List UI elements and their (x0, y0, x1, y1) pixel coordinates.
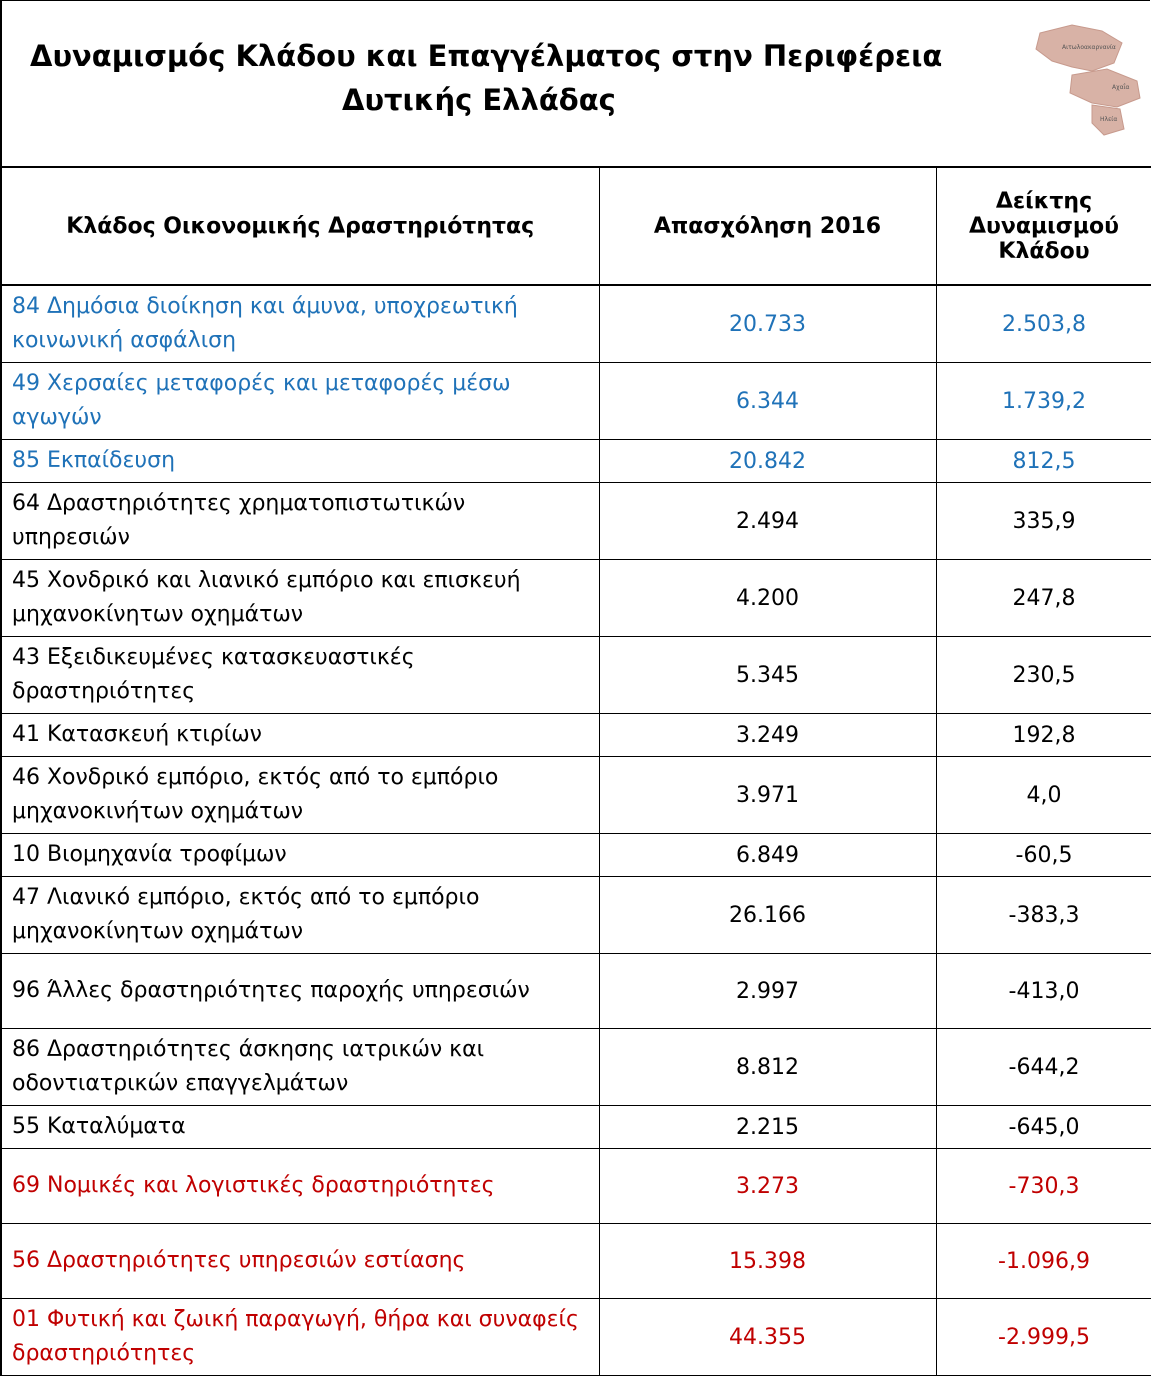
table-row: 46 Χονδρικό εμπόριο, εκτός από το εμπόρι… (0, 756, 1151, 834)
cell-label: 47 Λιανικό εμπόριο, εκτός από το εμπόριο… (0, 876, 600, 954)
cell-label: 69 Νομικές και λογιστικές δραστηριότητες (0, 1148, 600, 1224)
cell-label: 56 Δραστηριότητες υπηρεσιών εστίασης (0, 1223, 600, 1299)
cell-value: 2.494 (598, 482, 937, 560)
cell-label: 84 Δημόσια διοίκηση και άμυνα, υποχρεωτι… (0, 284, 600, 363)
cell-value: 247,8 (935, 559, 1151, 637)
cell-label: 96 Άλλες δραστηριότητες παροχής υπηρεσιώ… (0, 953, 600, 1029)
cell-value: 26.166 (598, 876, 937, 954)
cell-value: 5.345 (598, 636, 937, 714)
map-label: Αχαΐα (1112, 83, 1130, 91)
cell-label: 45 Χονδρικό και λιανικό εμπόριο και επισ… (0, 559, 600, 637)
cell-value: -383,3 (935, 876, 1151, 954)
cell-value: 3.249 (598, 713, 937, 757)
cell-value: 15.398 (598, 1223, 937, 1299)
table-row: 86 Δραστηριότητες άσκησης ιατρικών και ο… (0, 1028, 1151, 1106)
cell-value: 192,8 (935, 713, 1151, 757)
cell-value: 1.739,2 (935, 362, 1151, 440)
cell-value: -60,5 (935, 833, 1151, 877)
cell-label: 43 Εξειδικευμένες κατασκευαστικές δραστη… (0, 636, 600, 714)
table-row: 69 Νομικές και λογιστικές δραστηριότητες… (0, 1148, 1151, 1224)
cell-value: 8.812 (598, 1028, 937, 1106)
table: Κλάδος Οικονομικής Δραστηριότητας Απασχόλ… (0, 166, 1151, 1376)
title-box: Δυναμισμός Κλάδου και Επαγγέλματος στην … (0, 0, 1150, 166)
cell-label: 41 Κατασκευή κτιρίων (0, 713, 600, 757)
cell-value: 2.997 (598, 953, 937, 1029)
table-row: 49 Χερσαίες μεταφορές και μεταφορές μέσω… (0, 362, 1151, 440)
cell-label: 01 Φυτική και ζωική παραγωγή, θήρα και σ… (0, 1298, 600, 1376)
cell-label: 10 Βιομηχανία τροφίμων (0, 833, 600, 877)
cell-value: 812,5 (935, 439, 1151, 483)
cell-label: 64 Δραστηριότητες χρηματοπιστωτικών υπηρ… (0, 482, 600, 560)
cell-value: -413,0 (935, 953, 1151, 1029)
cell-value: 2.215 (598, 1105, 937, 1149)
column-header: Δείκτης Δυναμισμού Κλάδου (935, 166, 1151, 286)
table-row: 96 Άλλες δραστηριότητες παροχής υπηρεσιώ… (0, 953, 1151, 1029)
table-row: 85 Εκπαίδευση 20.842 812,5 (0, 439, 1151, 483)
cell-value: 4,0 (935, 756, 1151, 834)
cell-value: -1.096,9 (935, 1223, 1151, 1299)
cell-label: 85 Εκπαίδευση (0, 439, 600, 483)
cell-value: 6.344 (598, 362, 937, 440)
cell-value: -730,3 (935, 1148, 1151, 1224)
table-row: 56 Δραστηριότητες υπηρεσιών εστίασης 15.3… (0, 1223, 1151, 1299)
map-label: Ηλεία (1100, 116, 1117, 123)
table-row: 01 Φυτική και ζωική παραγωγή, θήρα και σ… (0, 1298, 1151, 1376)
table-row: 55 Καταλύματα 2.215 -645,0 (0, 1105, 1151, 1149)
cell-value: 230,5 (935, 636, 1151, 714)
cell-label: 86 Δραστηριότητες άσκησης ιατρικών και ο… (0, 1028, 600, 1106)
table-row: 43 Εξειδικευμένες κατασκευαστικές δραστη… (0, 636, 1151, 714)
table-row: 64 Δραστηριότητες χρηματοπιστωτικών υπηρ… (0, 482, 1151, 560)
table-row: 47 Λιανικό εμπόριο, εκτός από το εμπόριο… (0, 876, 1151, 954)
cell-label: 55 Καταλύματα (0, 1105, 600, 1149)
cell-label: 46 Χονδρικό εμπόριο, εκτός από το εμπόρι… (0, 756, 600, 834)
column-header: Κλάδος Οικονομικής Δραστηριότητας (0, 166, 600, 286)
table-row: 41 Κατασκευή κτιρίων 3.249 192,8 (0, 713, 1151, 757)
cell-value: 335,9 (935, 482, 1151, 560)
header-row: Κλάδος Οικονομικής Δραστηριότητας Απασχόλ… (0, 166, 1151, 286)
cell-value: 20.842 (598, 439, 937, 483)
title: Δυναμισμός Κλάδου και Επαγγέλματος στην … (30, 39, 943, 73)
map-icon: Αιτωλοακαρνανία Αχαΐα Ηλεία (1035, 24, 1141, 136)
map-label: Αιτωλοακαρνανία (1062, 44, 1116, 51)
cell-value: 4.200 (598, 559, 937, 637)
cell-value: 20.733 (598, 284, 937, 363)
table-row: 10 Βιομηχανία τροφίμων 6.849 -60,5 (0, 833, 1151, 877)
column-header: Απασχόληση 2016 (598, 166, 937, 286)
table-row: 45 Χονδρικό και λιανικό εμπόριο και επισ… (0, 559, 1151, 637)
cell-value: -645,0 (935, 1105, 1151, 1149)
cell-value: -2.999,5 (935, 1298, 1151, 1376)
cell-value: -644,2 (935, 1028, 1151, 1106)
cell-value: 44.355 (598, 1298, 937, 1376)
cell-value: 2.503,8 (935, 284, 1151, 363)
cell-value: 3.971 (598, 756, 937, 834)
cell-value: 6.849 (598, 833, 937, 877)
table-row: 84 Δημόσια διοίκηση και άμυνα, υποχρεωτι… (0, 284, 1151, 363)
title: Δυτικής Ελλάδας (342, 83, 616, 117)
cell-value: 3.273 (598, 1148, 937, 1224)
cell-label: 49 Χερσαίες μεταφορές και μεταφορές μέσω… (0, 362, 600, 440)
